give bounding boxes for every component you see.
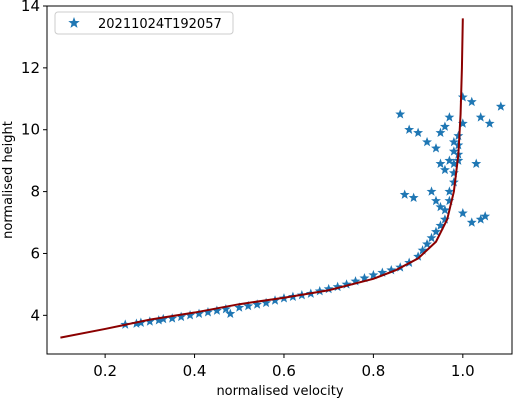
data-point (413, 251, 424, 261)
data-point (404, 124, 415, 134)
data-point (332, 281, 343, 292)
data-point (220, 303, 231, 314)
data-point (444, 155, 455, 165)
data-point (448, 158, 459, 168)
data-point (368, 269, 379, 280)
data-point (422, 136, 432, 147)
data-point (457, 208, 468, 218)
data-point (435, 158, 446, 168)
data-point (408, 192, 419, 202)
data-point (439, 164, 450, 175)
data-point (413, 127, 424, 138)
data-point (466, 217, 477, 227)
data-point (176, 311, 187, 322)
x-tick-label: 0.4 (183, 362, 207, 380)
x-axis-label: normalised velocity (216, 384, 343, 399)
legend-star-icon (68, 17, 80, 28)
data-point (431, 195, 441, 206)
data-point (426, 232, 437, 243)
y-tick-label: 6 (30, 244, 40, 262)
data-point (417, 245, 428, 255)
data-point (444, 112, 455, 122)
data-point (225, 308, 236, 318)
legend-star-marker (68, 17, 80, 28)
data-point (158, 313, 169, 324)
data-point (431, 143, 441, 153)
plot-layer (60, 18, 506, 339)
data-point (386, 264, 397, 275)
data-point (261, 297, 272, 308)
data-point (475, 112, 486, 122)
data-point (185, 310, 196, 320)
y-tick-label: 4 (30, 306, 40, 324)
data-point (167, 313, 178, 323)
data-point (243, 300, 254, 311)
y-tick-label: 12 (21, 59, 40, 77)
data-point (203, 307, 213, 317)
data-point (444, 186, 455, 196)
data-point (426, 186, 437, 196)
data-point (495, 101, 506, 111)
y-axis-label: normalised height (1, 121, 16, 239)
x-tick-label: 0.6 (272, 362, 296, 380)
data-point (422, 238, 432, 249)
data-point (435, 127, 446, 138)
data-point (234, 302, 245, 312)
data-point (359, 273, 370, 283)
data-point (484, 118, 495, 128)
legend: 20211024T192057 (54, 11, 234, 35)
y-tick-label: 8 (30, 183, 40, 201)
data-point (448, 146, 459, 156)
data-point (144, 316, 155, 326)
data-point (457, 118, 468, 128)
y-tick-label: 10 (21, 121, 40, 139)
legend-box (54, 11, 234, 35)
plot-frame (46, 5, 513, 355)
data-point (395, 109, 406, 119)
data-point (439, 204, 450, 215)
data-point (480, 211, 491, 221)
data-point (435, 201, 446, 212)
data-point (444, 195, 455, 206)
x-tick-label: 0.2 (93, 362, 117, 380)
ticks-layer: 0.2 0.4 0.6 0.8 1.0 4 6 8 10 12 14 (21, 0, 475, 380)
data-point (194, 308, 204, 318)
data-point (377, 267, 388, 277)
data-point (350, 276, 361, 286)
data-point (431, 226, 441, 237)
fit-curve (60, 18, 464, 339)
data-point (448, 136, 459, 147)
data-point (341, 279, 352, 289)
x-tick-label: 1.0 (451, 362, 475, 380)
data-point (211, 305, 222, 315)
data-point (457, 92, 468, 102)
data-point (448, 177, 459, 187)
legend-entry-label: 20211024T192057 (98, 17, 222, 32)
data-point (439, 121, 450, 131)
data-point (323, 283, 334, 294)
data-point (439, 214, 450, 224)
data-point (466, 96, 477, 107)
data-point (471, 158, 482, 168)
data-point (453, 130, 464, 141)
data-point (435, 220, 446, 230)
data-point (314, 286, 325, 296)
data-point (399, 189, 410, 199)
data-point (475, 214, 486, 224)
data-point (252, 299, 263, 309)
y-tick-label: 14 (21, 0, 40, 15)
data-point (153, 315, 164, 325)
x-tick-label: 0.8 (361, 362, 385, 380)
data-point (448, 167, 459, 178)
